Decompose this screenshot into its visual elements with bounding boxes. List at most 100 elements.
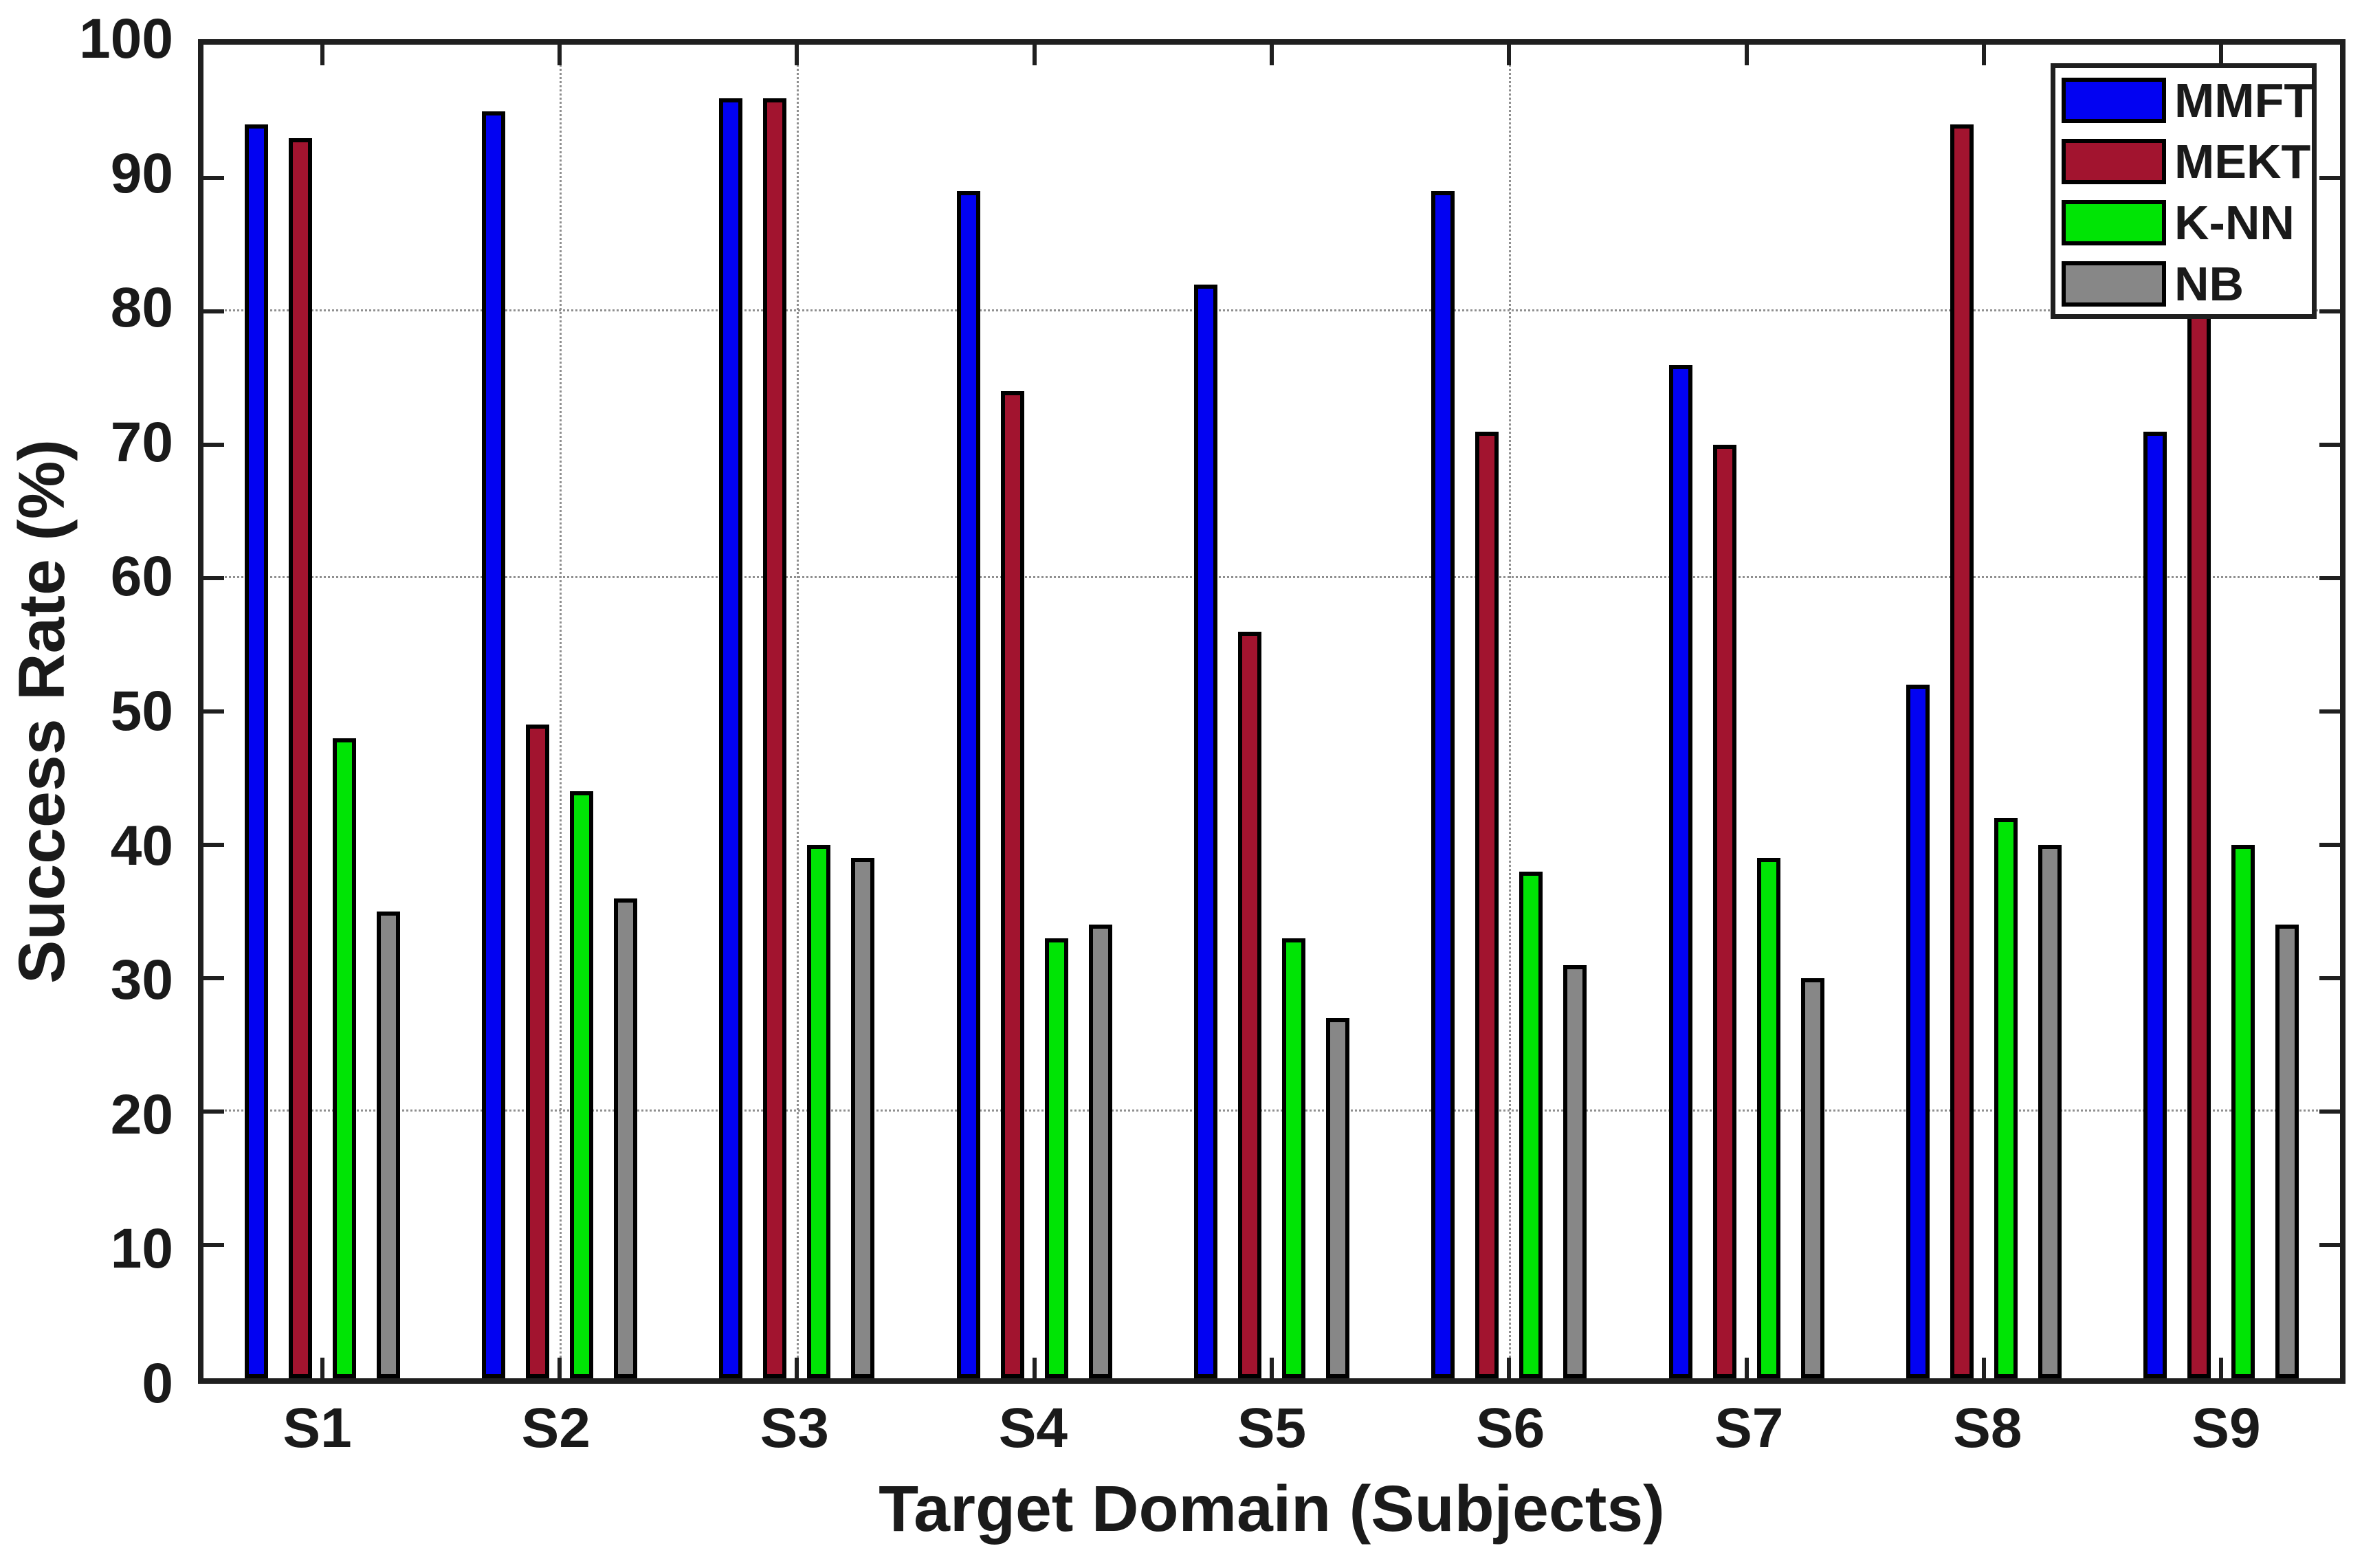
x-tick-label-s4: S4 — [998, 1397, 1068, 1459]
x-tick-bottom-s5 — [1270, 1358, 1274, 1378]
legend-row-mmft: MMFT — [2062, 76, 2313, 124]
x-tick-top-s1 — [320, 45, 324, 65]
y-tick-left-40 — [203, 843, 224, 847]
legend-swatch-k-nn — [2062, 200, 2166, 245]
x-tick-label-s3: S3 — [760, 1397, 829, 1459]
y-tick-label-80: 80 — [110, 276, 173, 340]
y-tick-label-40: 40 — [110, 814, 173, 877]
y-tick-right-50 — [2319, 709, 2340, 714]
bar-s8-nb — [2038, 845, 2062, 1378]
y-tick-label-30: 30 — [110, 949, 173, 1012]
legend-row-mekt: MEKT — [2062, 135, 2312, 188]
legend-swatch-nb — [2062, 261, 2166, 307]
vertical-gridline-s6 — [1509, 45, 1512, 1378]
y-tick-label-60: 60 — [110, 545, 173, 608]
legend-row-nb: NB — [2062, 257, 2312, 311]
bar-s6-nb — [1563, 964, 1587, 1378]
y-tick-label-100: 100 — [79, 8, 173, 70]
y-tick-right-80 — [2319, 309, 2340, 313]
bar-s4-mekt — [1000, 391, 1024, 1378]
y-tick-label-20: 20 — [110, 1083, 173, 1146]
bar-s3-mekt — [763, 98, 787, 1378]
x-tick-top-s6 — [1507, 45, 1512, 65]
y-tick-left-60 — [203, 576, 224, 580]
y-tick-label-90: 90 — [110, 142, 173, 205]
y-tick-right-90 — [2319, 176, 2340, 180]
x-axis-title: Target Domain (Subjects) — [879, 1472, 1665, 1545]
x-tick-top-s7 — [1744, 45, 1749, 65]
x-tick-top-s5 — [1270, 45, 1274, 65]
bar-group-s7 — [1628, 45, 1865, 1378]
bar-s9-mmft — [2143, 431, 2167, 1378]
bar-group-s3 — [678, 45, 916, 1378]
bar-s3-nb — [851, 858, 875, 1378]
x-tick-top-s8 — [1982, 45, 1986, 65]
y-tick-right-40 — [2319, 843, 2340, 847]
bar-s9-nb — [2275, 925, 2299, 1378]
y-tick-left-90 — [203, 176, 224, 180]
legend-label-mekt: MEKT — [2174, 135, 2311, 188]
x-tick-label-s2: S2 — [521, 1397, 590, 1459]
x-tick-bottom-s3 — [795, 1358, 799, 1378]
y-tick-left-30 — [203, 976, 224, 980]
x-tick-label-s6: S6 — [1475, 1397, 1545, 1459]
y-axis-title: Success Rate (%) — [5, 439, 78, 984]
bar-s9-mekt — [2187, 204, 2211, 1378]
bar-s1-nb — [376, 912, 400, 1378]
legend-label-nb: NB — [2174, 257, 2244, 311]
x-axis-tick-labels: S1 S2 S3 S4 S5 S6 S7 S8 S9 — [198, 1400, 2346, 1476]
y-tick-label-0: 0 — [142, 1352, 173, 1415]
horizontal-gridline-80 — [203, 309, 2340, 311]
bar-s8-mekt — [1950, 124, 1974, 1378]
bar-s5-mmft — [1193, 285, 1217, 1378]
x-tick-top-s4 — [1032, 45, 1037, 65]
bar-s6-mekt — [1475, 431, 1499, 1378]
y-tick-label-50: 50 — [110, 680, 173, 742]
x-tick-label-s8: S8 — [1953, 1397, 2022, 1459]
y-tick-label-10: 10 — [110, 1217, 173, 1281]
bar-group-s6 — [1391, 45, 1628, 1378]
bar-group-s5 — [1153, 45, 1390, 1378]
bar-s2-k-nn — [569, 791, 593, 1378]
bar-group-s1 — [203, 45, 441, 1378]
legend-row-k-nn: K-NN — [2062, 199, 2312, 247]
x-tick-bottom-s8 — [1982, 1358, 1986, 1378]
x-tick-top-s3 — [795, 45, 799, 65]
legend-swatch-mmft — [2062, 78, 2166, 123]
bar-s8-mmft — [1906, 685, 1930, 1378]
bar-s8-k-nn — [1994, 818, 2018, 1378]
bar-group-s4 — [916, 45, 1153, 1378]
bar-s5-k-nn — [1281, 938, 1305, 1378]
y-tick-right-20 — [2319, 1109, 2340, 1114]
bars-layer — [203, 45, 2340, 1378]
y-tick-left-70 — [203, 443, 224, 447]
x-tick-top-s2 — [557, 45, 562, 65]
x-tick-top-s9 — [2219, 45, 2224, 65]
bar-s1-mmft — [244, 124, 268, 1378]
bar-s7-nb — [1800, 978, 1824, 1378]
bar-s2-mekt — [525, 725, 549, 1378]
y-tick-right-70 — [2319, 443, 2340, 447]
x-tick-label-s9: S9 — [2192, 1397, 2261, 1459]
y-tick-left-50 — [203, 709, 224, 714]
bar-s1-mekt — [288, 137, 312, 1378]
y-tick-left-10 — [203, 1243, 224, 1247]
y-tick-left-20 — [203, 1109, 224, 1114]
bar-s9-k-nn — [2231, 845, 2255, 1378]
bar-s3-k-nn — [807, 845, 831, 1378]
y-tick-label-70: 70 — [110, 410, 173, 474]
vertical-gridline-s3 — [797, 45, 799, 1378]
bar-group-s8 — [1865, 45, 2102, 1378]
bar-s4-mmft — [956, 191, 980, 1378]
horizontal-gridline-60 — [203, 576, 2340, 578]
y-tick-left-80 — [203, 309, 224, 313]
x-tick-bottom-s2 — [557, 1358, 562, 1378]
x-tick-bottom-s9 — [2219, 1358, 2224, 1378]
bar-s6-mmft — [1431, 191, 1455, 1378]
y-tick-right-30 — [2319, 976, 2340, 980]
vertical-gridline-s2 — [559, 45, 562, 1378]
x-tick-label-s5: S5 — [1237, 1397, 1307, 1459]
bar-group-s2 — [441, 45, 678, 1378]
bar-s2-mmft — [481, 111, 505, 1378]
x-tick-label-s7: S7 — [1714, 1397, 1784, 1459]
